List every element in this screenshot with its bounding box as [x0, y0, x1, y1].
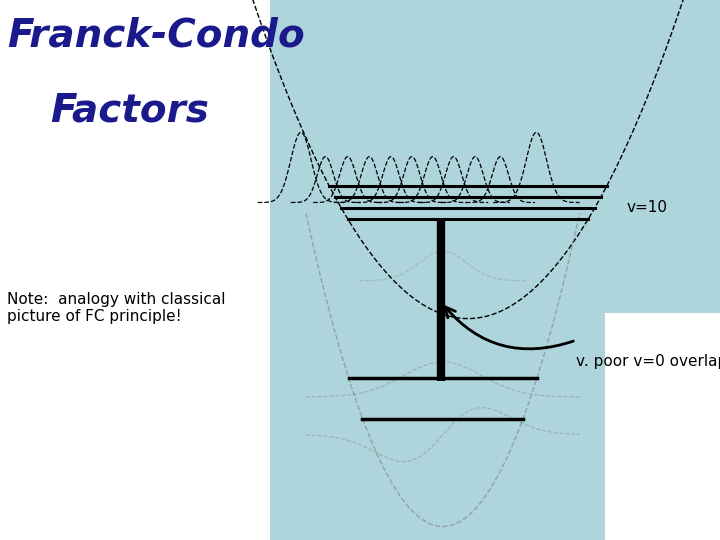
Text: Franck-Condo: Franck-Condo — [7, 16, 305, 54]
Text: Note:  analogy with classical
picture of FC principle!: Note: analogy with classical picture of … — [7, 292, 225, 324]
Bar — [270, 0, 720, 313]
Text: v. poor v=0 overlap: v. poor v=0 overlap — [576, 354, 720, 369]
Text: v=10: v=10 — [626, 200, 667, 215]
Text: Factors: Factors — [50, 92, 210, 130]
Bar — [270, 308, 605, 540]
